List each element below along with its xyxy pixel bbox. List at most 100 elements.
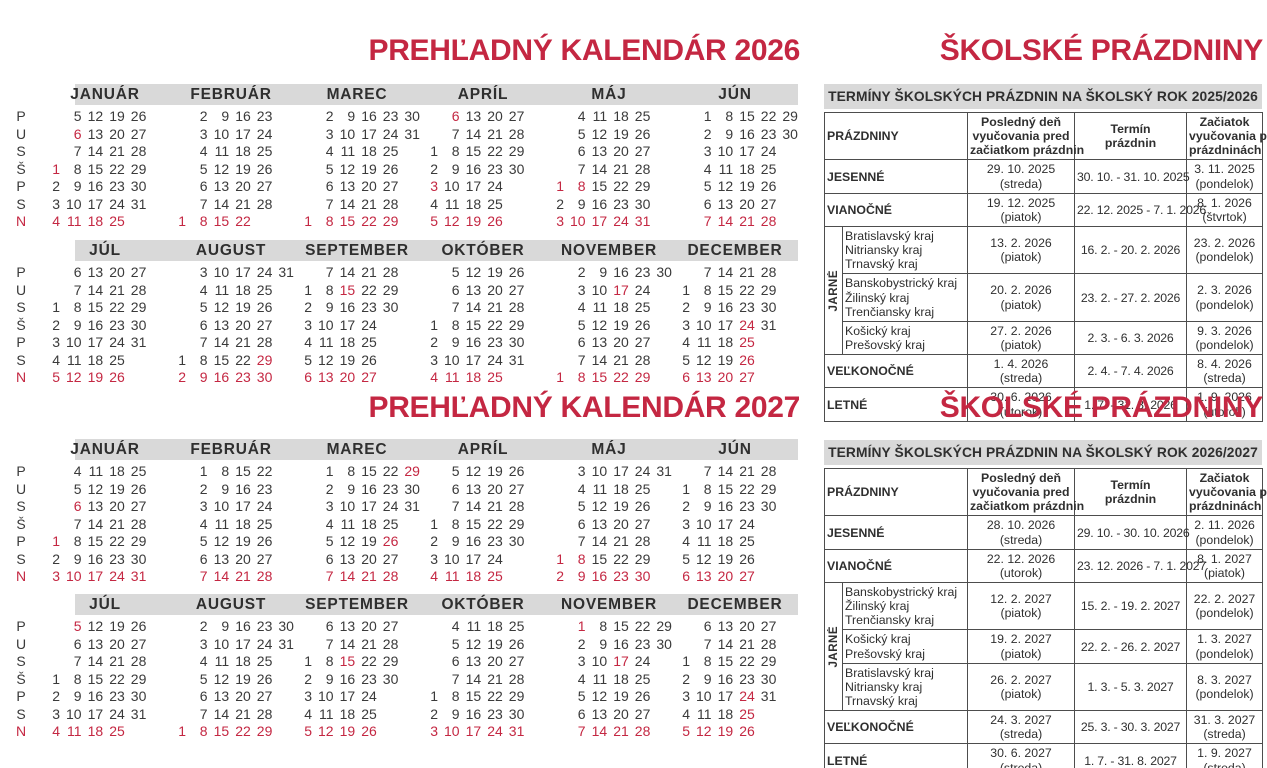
day-cell bbox=[272, 143, 294, 161]
day-cell bbox=[524, 481, 546, 499]
day-cell: 18 bbox=[361, 515, 377, 532]
month-máj: MÁJ 4 11 18 25 5 12 19 26 6 13 20 27 7 14 21 28 1 8 15 22 29 2… bbox=[546, 84, 672, 231]
day-cell: 20 bbox=[739, 195, 755, 212]
day-cell: 2 bbox=[52, 688, 60, 704]
day-cell: 25 bbox=[634, 480, 651, 497]
day-cell bbox=[168, 636, 186, 654]
day-cell: 1 bbox=[304, 281, 312, 298]
weekday-label: N bbox=[15, 723, 27, 739]
day-cell bbox=[398, 533, 420, 551]
day-cell: 30 bbox=[760, 498, 777, 514]
month-jún: JÚN 7 14 21 28 1 8 15 22 29 2 9 16 23 30 3 10 17 24 4 11 18 25… bbox=[672, 439, 798, 586]
day-cell: 12 bbox=[318, 723, 334, 739]
day-cell: 12 bbox=[213, 670, 230, 687]
day-cell: 29 bbox=[382, 281, 399, 298]
day-cell: 19 bbox=[717, 723, 734, 739]
day-cell bbox=[168, 533, 186, 551]
weekday-label: S bbox=[16, 299, 26, 315]
day-cell: 1 bbox=[430, 143, 438, 159]
last-day-cell: 27. 2. 2026 (piatok) bbox=[967, 320, 1076, 356]
weekday-label: P bbox=[16, 264, 26, 280]
day-cell bbox=[546, 161, 564, 179]
day-cell: 6 bbox=[73, 264, 82, 280]
day-cell: 21 bbox=[361, 264, 377, 280]
day-cell bbox=[272, 516, 294, 534]
term-cell: 23. 12. 2026 - 7. 1. 2027 bbox=[1074, 548, 1206, 583]
day-cell bbox=[146, 618, 168, 636]
day-cell: 22 bbox=[361, 281, 377, 298]
day-cell: 9 bbox=[221, 108, 230, 124]
day-cell: 24 bbox=[256, 125, 273, 142]
day-cell bbox=[168, 516, 186, 534]
day-cell: 23 bbox=[109, 688, 125, 704]
day-cell: 25 bbox=[487, 195, 503, 212]
last-day-line: 20. 2. 2026 bbox=[990, 283, 1052, 298]
day-cell: 15 bbox=[591, 369, 608, 385]
start-day-line: 8. 1. 2027 bbox=[1197, 551, 1252, 566]
last-day-cell: 29. 10. 2025 (streda) bbox=[967, 159, 1076, 194]
day-cell bbox=[420, 264, 438, 282]
day-cell: 17 bbox=[235, 498, 251, 514]
day-cell: 10 bbox=[213, 264, 230, 280]
day-cell: 2 bbox=[52, 316, 60, 333]
day-cell: 21 bbox=[109, 281, 125, 298]
day-cell: 9 bbox=[325, 299, 334, 315]
day-cell bbox=[524, 723, 546, 741]
day-cell: 10 bbox=[570, 213, 586, 229]
day-cell bbox=[420, 299, 438, 317]
day-cell bbox=[168, 196, 186, 214]
day-cell: 4 bbox=[325, 143, 334, 159]
day-cell bbox=[146, 143, 168, 161]
day-cell: 10 bbox=[444, 178, 460, 194]
day-cell: 24 bbox=[739, 515, 755, 532]
band-inner: P U S Š P S N JANUÁR 4 11 18 25 5 12 19 26 6 13 20 27 7 14 21 2… bbox=[0, 439, 800, 586]
day-cell: 24 bbox=[109, 334, 125, 350]
day-cell bbox=[755, 551, 777, 569]
day-cell bbox=[168, 653, 186, 671]
last-day-cell: 12. 2. 2027 (piatok) bbox=[967, 581, 1076, 631]
day-cell: 15 bbox=[465, 515, 482, 532]
day-cell: 25 bbox=[739, 533, 755, 549]
column-header-line: prázdnin bbox=[1104, 492, 1157, 507]
day-cell: 22 bbox=[739, 653, 755, 669]
day-cell bbox=[524, 196, 546, 214]
jarne-vertical-label: JARNÉ bbox=[827, 625, 840, 668]
term-cell: 25. 3. - 30. 3. 2027 bbox=[1074, 710, 1188, 745]
day-cell: 30 bbox=[656, 264, 672, 280]
day-cell: 19 bbox=[613, 125, 629, 142]
day-cell: 20 bbox=[613, 143, 629, 159]
day-cell bbox=[42, 126, 60, 144]
month-name: APRÍL bbox=[457, 441, 509, 458]
day-cell bbox=[650, 196, 672, 214]
day-cell: 14 bbox=[465, 299, 482, 315]
day-cell: 19 bbox=[487, 463, 503, 479]
day-cell: 2 bbox=[577, 635, 586, 652]
day-cell bbox=[650, 671, 672, 689]
day-cell: 16 bbox=[591, 568, 608, 584]
day-cell: 8 bbox=[577, 178, 586, 194]
day-cell: 26 bbox=[739, 723, 755, 739]
day-cell bbox=[146, 213, 168, 231]
region-name-line: Trnavský kraj bbox=[845, 257, 918, 272]
day-cell: 7 bbox=[199, 334, 208, 350]
day-cell: 13 bbox=[87, 635, 104, 652]
day-cell bbox=[377, 688, 399, 706]
day-cell: 28 bbox=[130, 515, 147, 532]
day-cell: 18 bbox=[361, 143, 377, 159]
day-cell: 8 bbox=[199, 351, 208, 368]
day-cell: 22 bbox=[361, 213, 377, 229]
last-day-cell: 22. 12. 2026 (utorok) bbox=[967, 548, 1076, 583]
day-cell: 8 bbox=[451, 143, 460, 159]
band-inner: P U S Š P S N JANUÁR 5 12 19 26 6 13 20 27 7 14 21 28 1 8 15 22… bbox=[0, 84, 800, 231]
day-cell: 25 bbox=[634, 108, 651, 124]
day-cell: 16 bbox=[213, 369, 230, 385]
weekday-label: U bbox=[15, 125, 27, 142]
day-cell: 8 bbox=[703, 480, 712, 497]
day-cell bbox=[650, 653, 672, 671]
day-cell: 19 bbox=[613, 688, 629, 704]
day-cell bbox=[546, 618, 564, 636]
month-grid: 4 11 18 25 5 12 19 26 6 13 20 27 7 14 21 28 1 8 15 22 29 2 9 16… bbox=[546, 108, 672, 231]
weekday-label: S bbox=[16, 351, 26, 368]
day-cell bbox=[776, 481, 798, 499]
day-cell: 12 bbox=[696, 550, 712, 567]
